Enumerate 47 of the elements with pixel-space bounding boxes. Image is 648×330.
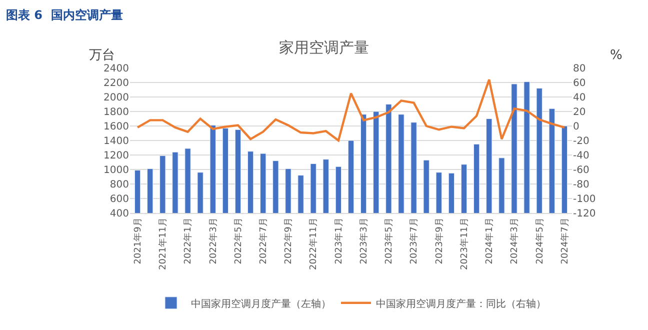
x-tick-label: 2023年7月 [408,218,420,264]
y-tick-label: 2400 [104,64,129,74]
y2-tick-label: 80 [573,64,586,74]
y-axis-title: 万台 [89,48,115,63]
y-tick-label: 2000 [104,92,129,104]
x-tick-label: 2024年5月 [534,218,546,264]
x-tick-label: 2022年3月 [208,218,219,264]
y2-tick-label: 0 [573,122,580,132]
x-tick-label: 2023年11月 [458,218,470,270]
y-tick-label: 1400 [104,136,129,147]
y-tick-label: 2200 [104,78,129,89]
x-tick-label: 2022年7月 [258,218,270,264]
x-tick-label: 2022年9月 [283,218,294,264]
x-tick-label: 2022年11月 [308,218,320,270]
x-tick-label: 2024年3月 [509,218,520,264]
x-tick-label: 2022年1月 [182,218,194,264]
y2-tick-label: 20 [573,107,586,118]
x-tick-label: 2023年9月 [434,218,445,264]
x-tick-label: 2022年5月 [232,218,244,264]
y-tick-label: 1600 [104,122,129,132]
y2-tick-label: -100 [573,194,596,205]
y2-tick-label: -120 [573,208,596,220]
y2-tick-label: -80 [573,180,590,190]
chart-title: 家用空调产量 [279,38,369,56]
y2-axis-title: % [610,48,622,63]
y-tick-label: 800 [110,180,129,190]
line-series [136,78,566,142]
x-tick-label: 2024年7月 [559,218,570,264]
legend-label: 中国家用空调月度产量（左轴） [191,298,331,310]
y2-tick-label: -40 [573,150,590,162]
y-tick-label: 1000 [104,165,129,176]
legend-label: 中国家用空调月度产量：同比（右轴） [376,298,546,310]
y-tick-label: 1800 [104,107,129,118]
y2-tick-label: 60 [573,78,586,89]
y-tick-label: 1200 [104,150,129,162]
x-tick-label: 2021年11月 [158,218,169,270]
y2-tick-label: -20 [573,136,590,147]
x-tick-label: 2023年3月 [358,218,370,264]
y2-tick-label: -60 [573,165,590,176]
x-tick-label: 2024年1月 [484,218,496,264]
y-tick-label: 600 [110,194,129,205]
text: 图表 6 国内空调产量 [6,8,123,22]
x-tick-label: 2023年5月 [384,218,395,264]
y-tick-label: 400 [110,208,129,220]
y2-tick-label: 40 [573,92,586,104]
x-tick-label: 2023年1月 [333,218,344,264]
x-tick-label: 2021年9月 [132,218,144,264]
